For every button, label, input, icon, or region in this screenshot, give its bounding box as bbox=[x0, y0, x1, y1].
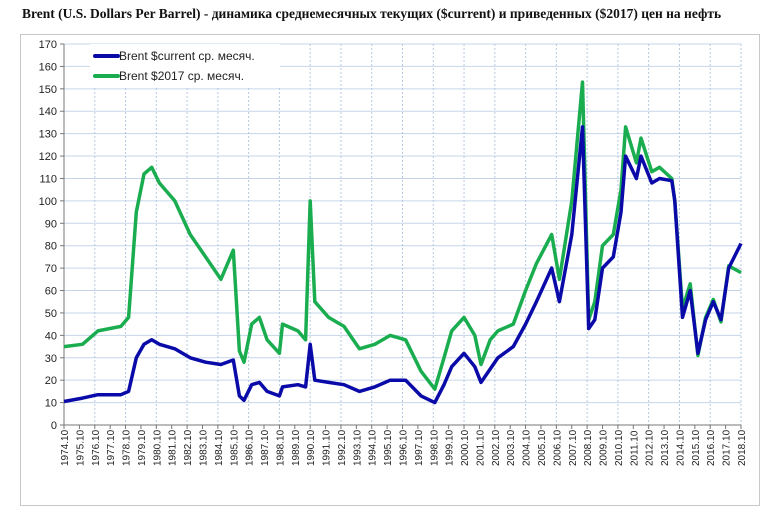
x-tick-label: 1998.10 bbox=[429, 429, 440, 466]
x-tick-label: 1982.10 bbox=[183, 429, 194, 466]
legend-label: Brent $2017 ср. месяч. bbox=[119, 69, 244, 83]
y-tick-label: 150 bbox=[39, 84, 57, 96]
x-tick-label: 1974.10 bbox=[60, 429, 71, 466]
y-tick-label: 170 bbox=[39, 39, 57, 51]
legend-label: Brent $current ср. месяч. bbox=[119, 49, 255, 63]
x-tick-label: 1981.10 bbox=[168, 429, 179, 466]
x-tick-label: 2001.10 bbox=[475, 429, 486, 466]
x-tick-label: 1987.10 bbox=[260, 429, 271, 466]
x-tick-label: 2007.10 bbox=[568, 429, 579, 466]
x-tick-label: 1991.10 bbox=[322, 429, 333, 466]
x-tick-label: 2010.10 bbox=[614, 429, 625, 466]
chart-frame bbox=[20, 34, 760, 506]
x-tick-label: 2003.10 bbox=[506, 429, 517, 466]
x-tick-label: 2008.10 bbox=[583, 429, 594, 466]
x-tick-label: 2000.10 bbox=[460, 429, 471, 466]
x-tick-label: 2014.10 bbox=[675, 429, 686, 466]
x-tick-label: 1993.10 bbox=[352, 429, 363, 466]
x-tick-label: 1996.10 bbox=[399, 429, 410, 466]
x-tick-label: 2018.10 bbox=[737, 429, 748, 466]
y-tick-label: 20 bbox=[45, 375, 57, 387]
x-tick-label: 1994.10 bbox=[368, 429, 379, 466]
x-tick-label: 2016.10 bbox=[706, 429, 717, 466]
y-tick-label: 60 bbox=[45, 286, 57, 298]
y-tick-label: 10 bbox=[45, 398, 57, 410]
x-tick-label: 1985.10 bbox=[229, 429, 240, 466]
x-tick-label: 1989.10 bbox=[291, 429, 302, 466]
x-tick-label: 1992.10 bbox=[337, 429, 348, 466]
x-tick-label: 1990.10 bbox=[306, 429, 317, 466]
x-tick-label: 2015.10 bbox=[691, 429, 702, 466]
x-tick-label: 1986.10 bbox=[245, 429, 256, 466]
x-tick-label: 1999.10 bbox=[445, 429, 456, 466]
x-tick-label: 1997.10 bbox=[414, 429, 425, 466]
x-tick-label: 2011.10 bbox=[629, 430, 640, 466]
series-line bbox=[63, 125, 743, 405]
x-tick-label: 2002.10 bbox=[491, 429, 502, 466]
x-tick-label: 1976.10 bbox=[91, 429, 102, 466]
x-tick-label: 1975.10 bbox=[75, 429, 86, 466]
series-line bbox=[63, 80, 742, 391]
x-tick-label: 1983.10 bbox=[198, 429, 209, 466]
chart-title: Brent (U.S. Dollars Per Barrel) - динами… bbox=[22, 6, 722, 21]
y-tick-label: 160 bbox=[39, 61, 57, 73]
y-tick-label: 0 bbox=[51, 420, 57, 432]
x-tick-label: 1995.10 bbox=[383, 429, 394, 466]
x-tick-label: 2013.10 bbox=[660, 429, 671, 466]
y-tick-label: 40 bbox=[45, 330, 57, 342]
y-tick-label: 80 bbox=[45, 241, 57, 253]
x-tick-label: 1978.10 bbox=[122, 429, 133, 466]
x-tick-label: 2005.10 bbox=[537, 429, 548, 466]
x-tick-label: 1988.10 bbox=[275, 429, 286, 466]
x-tick-label: 1979.10 bbox=[137, 429, 148, 466]
x-tick-label: 2012.10 bbox=[645, 429, 656, 466]
y-tick-label: 140 bbox=[39, 106, 57, 118]
x-tick-label: 2004.10 bbox=[522, 429, 533, 466]
x-tick-label: 2006.10 bbox=[552, 429, 563, 466]
y-tick-label: 30 bbox=[45, 353, 57, 365]
y-tick-label: 120 bbox=[39, 151, 57, 163]
y-tick-label: 70 bbox=[45, 263, 57, 275]
y-tick-label: 110 bbox=[39, 173, 57, 185]
y-tick-label: 100 bbox=[39, 196, 57, 208]
x-tick-label: 2009.10 bbox=[599, 429, 610, 466]
x-tick-label: 1984.10 bbox=[214, 429, 225, 466]
y-tick-label: 130 bbox=[39, 129, 57, 141]
x-tick-label: 1980.10 bbox=[152, 429, 163, 466]
y-tick-label: 90 bbox=[45, 218, 57, 230]
x-tick-label: 2017.10 bbox=[722, 429, 733, 466]
y-tick-label: 50 bbox=[45, 308, 57, 320]
legend-background bbox=[90, 44, 280, 86]
x-tick-label: 1977.10 bbox=[106, 429, 117, 466]
